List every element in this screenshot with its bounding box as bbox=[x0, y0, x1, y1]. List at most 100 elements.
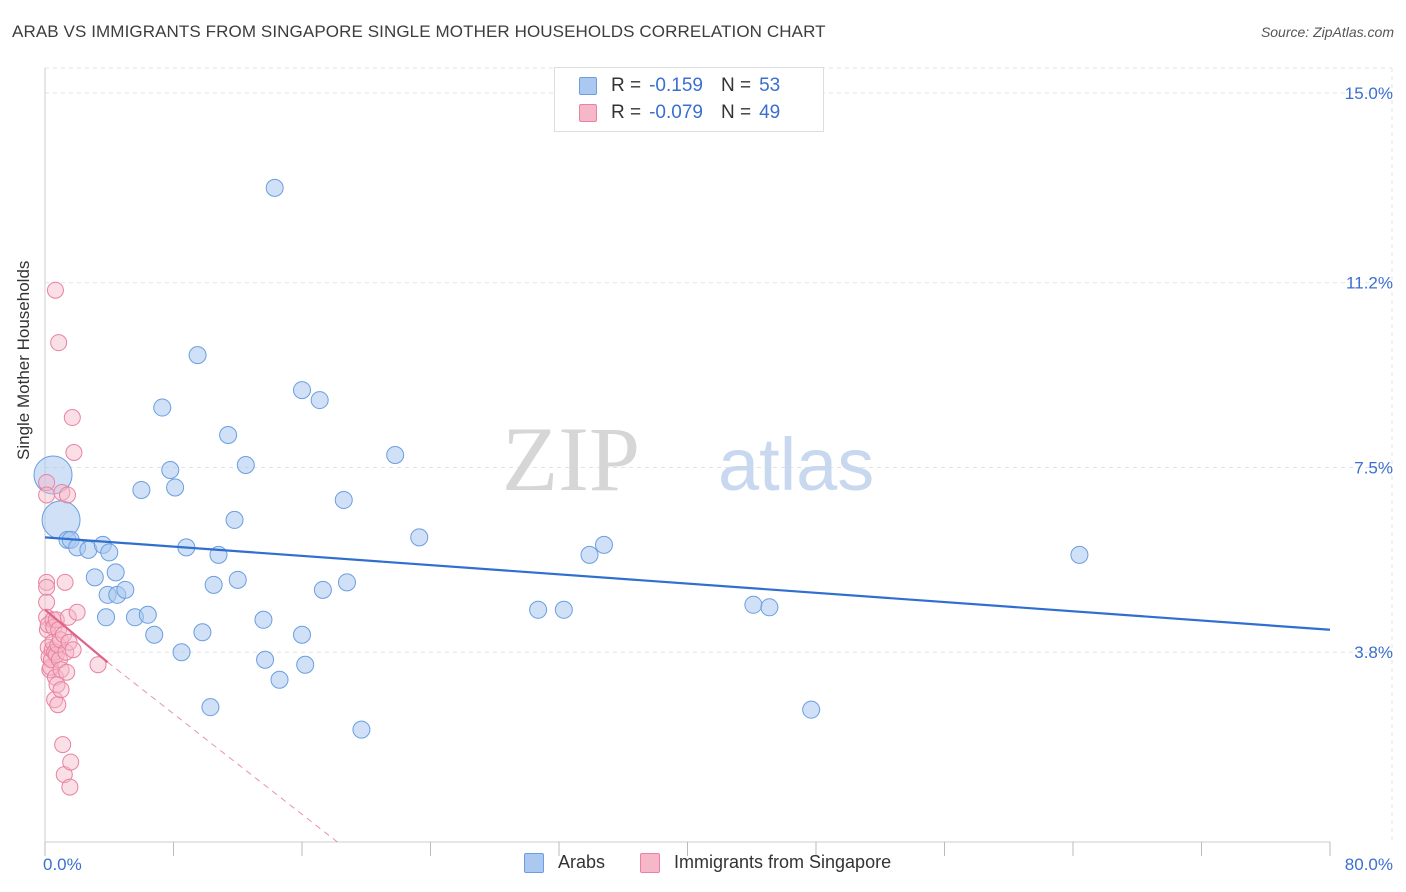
singapore-point-48 bbox=[89, 656, 107, 674]
correlation-legend: R = -0.159 N = 53 R = -0.079 N = 49 bbox=[554, 67, 824, 132]
singapore-r-label: R = bbox=[611, 102, 642, 123]
grid-lines bbox=[45, 67, 1393, 842]
arabs-point-13 bbox=[116, 580, 135, 599]
arabs-points bbox=[33, 178, 1089, 739]
singapore-point-37 bbox=[58, 486, 76, 504]
arabs-point-24 bbox=[193, 623, 212, 642]
arabs-legend-label: Arabs bbox=[558, 852, 606, 872]
singapore-points bbox=[38, 281, 107, 796]
legend-item-singapore[interactable]: Immigrants from Singapore bbox=[640, 852, 891, 873]
arabs-n-value: 53 bbox=[759, 75, 781, 96]
arabs-point-34 bbox=[265, 178, 284, 197]
singapore-n-value: 49 bbox=[759, 102, 781, 123]
arabs-r-value: -0.159 bbox=[649, 75, 703, 96]
y-axis-label: Single Mother Households bbox=[14, 260, 33, 460]
arabs-point-9 bbox=[97, 608, 116, 627]
arabs-point-50 bbox=[744, 595, 763, 614]
arabs-point-19 bbox=[161, 460, 180, 479]
singapore-point-45 bbox=[68, 603, 86, 621]
watermark-atlas: atlas bbox=[718, 423, 874, 506]
arabs-legend-swatch bbox=[524, 852, 544, 873]
arabs-point-44 bbox=[386, 446, 405, 464]
chart-title: ARAB VS IMMIGRANTS FROM SINGAPORE SINGLE… bbox=[12, 22, 826, 41]
singapore-point-43 bbox=[64, 641, 82, 659]
arabs-point-38 bbox=[293, 381, 311, 400]
arabs-r-label: R = bbox=[611, 75, 642, 96]
arabs-point-53 bbox=[1070, 545, 1089, 564]
arabs-point-29 bbox=[225, 510, 244, 529]
trend-lines bbox=[44, 536, 1331, 843]
arabs-point-6 bbox=[85, 568, 104, 587]
arabs-point-28 bbox=[219, 426, 238, 445]
arabs-point-20 bbox=[166, 478, 185, 497]
arabs-point-16 bbox=[138, 605, 157, 624]
y-tick-label-3: 15.0% bbox=[1345, 84, 1393, 103]
singapore-legend-swatch bbox=[640, 852, 660, 873]
singapore-point-42 bbox=[63, 409, 81, 427]
arabs-point-43 bbox=[352, 720, 371, 739]
tick-labels: 3.8% 7.5% 11.2% 15.0% 0.0% 80.0% bbox=[43, 84, 1393, 874]
arabs-point-48 bbox=[580, 545, 599, 564]
y-tick-label-2: 11.2% bbox=[1346, 274, 1393, 293]
singapore-point-44 bbox=[65, 444, 83, 462]
singapore-point-29 bbox=[52, 681, 70, 699]
arabs-point-42 bbox=[337, 573, 356, 592]
arabs-point-45 bbox=[410, 528, 429, 547]
x-tick-label-0: 0.0% bbox=[43, 855, 82, 874]
singapore-point-0 bbox=[38, 473, 56, 491]
arabs-point-33 bbox=[256, 650, 275, 669]
watermark: ZIP atlas bbox=[502, 408, 874, 510]
legend-item-arabs[interactable]: Arabs bbox=[524, 852, 605, 873]
arabs-point-37 bbox=[296, 655, 315, 674]
singapore-point-40 bbox=[61, 778, 79, 796]
arabs-point-41 bbox=[334, 490, 353, 509]
arabs-point-23 bbox=[188, 346, 207, 365]
series-legend: Arabs Immigrants from Singapore bbox=[0, 852, 1406, 878]
singapore-trend-line bbox=[44, 608, 109, 664]
singapore-point-4 bbox=[38, 593, 56, 611]
arabs-point-52 bbox=[802, 700, 821, 719]
singapore-point-24 bbox=[49, 696, 67, 714]
arabs-point-40 bbox=[313, 580, 332, 599]
singapore-point-1 bbox=[38, 486, 56, 504]
y-tick-label-0: 3.8% bbox=[1354, 643, 1393, 662]
arabs-point-11 bbox=[100, 543, 119, 562]
legend-row-singapore: R = -0.079 N = 49 bbox=[579, 101, 798, 125]
arabs-point-36 bbox=[293, 625, 311, 644]
singapore-point-31 bbox=[54, 736, 72, 754]
arabs-point-15 bbox=[132, 480, 151, 499]
y-tick-label-1: 7.5% bbox=[1354, 458, 1393, 477]
singapore-point-34 bbox=[56, 573, 74, 591]
singapore-point-2 bbox=[38, 573, 56, 591]
arabs-point-25 bbox=[201, 698, 220, 717]
arabs-n-label: N = bbox=[720, 75, 752, 96]
arabs-point-39 bbox=[310, 391, 329, 410]
arabs-point-46 bbox=[529, 600, 548, 619]
arabs-trend-line bbox=[44, 536, 1331, 631]
singapore-point-46 bbox=[46, 281, 64, 299]
singapore-point-36 bbox=[58, 663, 76, 681]
arabs-point-35 bbox=[270, 670, 289, 689]
axes bbox=[44, 68, 1331, 856]
arabs-point-32 bbox=[254, 610, 273, 629]
singapore-r-value: -0.079 bbox=[649, 102, 703, 123]
singapore-point-47 bbox=[50, 334, 68, 352]
arabs-point-21 bbox=[172, 643, 191, 662]
arabs-point-18 bbox=[153, 398, 172, 417]
singapore-trend-extension bbox=[107, 661, 338, 843]
source-credit: Source: ZipAtlas.com bbox=[1260, 24, 1394, 40]
singapore-swatch bbox=[579, 104, 597, 122]
singapore-point-3 bbox=[38, 578, 56, 596]
arabs-point-30 bbox=[228, 570, 247, 589]
arabs-point-31 bbox=[236, 455, 255, 474]
singapore-point-38 bbox=[59, 608, 77, 626]
arabs-point-51 bbox=[760, 598, 779, 617]
arabs-swatch bbox=[579, 77, 597, 95]
x-tick-label-1: 80.0% bbox=[1345, 855, 1393, 874]
arabs-point-26 bbox=[204, 575, 223, 594]
singapore-point-41 bbox=[62, 753, 80, 771]
arabs-point-17 bbox=[145, 625, 164, 644]
singapore-point-18 bbox=[46, 691, 64, 709]
legend-row-arabs: R = -0.159 N = 53 bbox=[579, 74, 798, 98]
